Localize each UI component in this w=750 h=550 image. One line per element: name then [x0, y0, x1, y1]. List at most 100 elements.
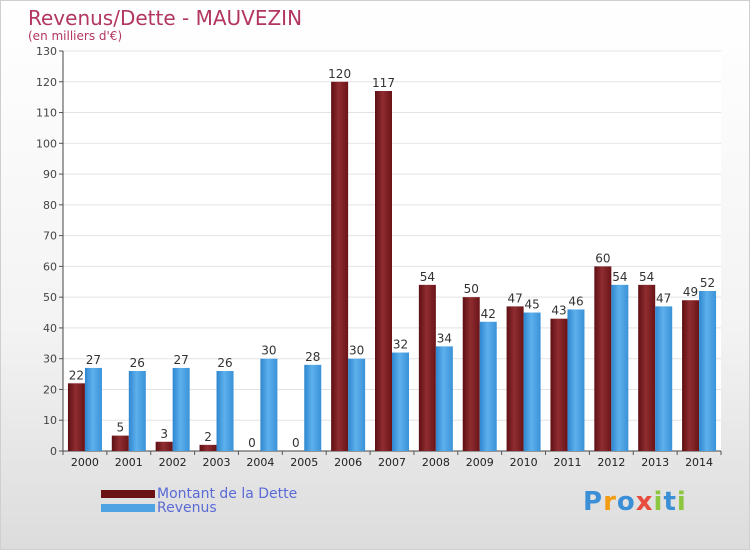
data-label-dette: 120	[328, 67, 351, 81]
y-tick-label: 20	[43, 383, 57, 396]
y-tick-label: 110	[36, 107, 57, 120]
x-tick-label: 2009	[466, 456, 494, 469]
legend-item-dette: Montant de la Dette	[101, 487, 297, 501]
bar-dette	[418, 284, 436, 451]
bar-dette	[67, 383, 85, 451]
data-label-revenus: 27	[86, 353, 101, 367]
x-tick-label: 2002	[159, 456, 187, 469]
data-label-dette: 43	[551, 304, 566, 318]
bar-revenus	[523, 312, 541, 451]
logo-letter: o	[616, 487, 636, 517]
legend-swatch-revenus	[101, 504, 155, 512]
data-label-revenus: 26	[130, 356, 145, 370]
bar-dette	[638, 284, 656, 451]
bar-dette	[462, 297, 480, 451]
bar-revenus	[611, 284, 629, 451]
legend: Montant de la Dette Revenus	[101, 487, 297, 515]
legend-label-revenus: Revenus	[157, 500, 217, 516]
y-tick-label: 30	[43, 353, 57, 366]
bar-dette	[550, 318, 568, 451]
bar-revenus	[435, 346, 453, 451]
data-label-dette: 54	[420, 270, 435, 284]
data-label-dette: 60	[595, 251, 610, 265]
data-label-revenus: 46	[568, 294, 583, 308]
y-tick-label: 40	[43, 322, 57, 335]
bar-revenus	[84, 367, 102, 451]
x-tick-label: 2004	[246, 456, 274, 469]
x-tick-label: 2003	[203, 456, 231, 469]
logo-letter: t	[663, 487, 677, 517]
bar-dette	[155, 441, 173, 451]
logo-letter: i	[676, 487, 687, 517]
data-label-dette: 3	[160, 427, 168, 441]
x-tick-label: 2011	[553, 456, 581, 469]
x-tick-label: 2010	[510, 456, 538, 469]
x-tick-label: 2000	[71, 456, 99, 469]
x-tick-label: 2005	[290, 456, 318, 469]
proxiti-logo: Proxiti	[583, 487, 687, 517]
bar-chart: 0102030405060708090100110120130200022272…	[36, 45, 722, 469]
data-label-dette: 2	[204, 430, 212, 444]
logo-letter: x	[635, 487, 654, 517]
x-tick-label: 2001	[115, 456, 143, 469]
logo-letter: r	[603, 487, 617, 517]
bar-dette	[506, 306, 524, 451]
bar-revenus	[216, 371, 234, 451]
y-tick-label: 70	[43, 230, 57, 243]
bar-revenus	[392, 352, 409, 451]
data-label-revenus: 47	[656, 291, 671, 305]
x-tick-label: 2007	[378, 456, 406, 469]
data-label-dette: 0	[292, 436, 300, 450]
y-tick-label: 120	[36, 76, 57, 89]
bar-revenus	[128, 371, 146, 451]
y-tick-label: 100	[36, 137, 57, 150]
x-tick-label: 2012	[597, 456, 625, 469]
legend-swatch-dette	[101, 490, 155, 498]
logo-letter: P	[583, 487, 604, 517]
bar-revenus	[567, 309, 585, 451]
bar-dette	[375, 91, 392, 451]
y-tick-label: 60	[43, 260, 57, 273]
bar-revenus	[172, 367, 190, 451]
logo-letter: i	[653, 487, 664, 517]
bar-dette	[682, 300, 700, 451]
data-label-revenus: 27	[174, 353, 189, 367]
data-label-dette: 47	[507, 291, 522, 305]
data-label-dette: 22	[69, 368, 84, 382]
bar-revenus	[655, 306, 673, 451]
bar-dette	[594, 266, 612, 451]
x-tick-label: 2006	[334, 456, 362, 469]
data-label-dette: 54	[639, 270, 654, 284]
data-label-revenus: 32	[393, 338, 408, 352]
data-label-revenus: 54	[612, 270, 627, 284]
bar-revenus	[304, 364, 322, 451]
bar-revenus	[699, 291, 717, 451]
bar-revenus	[479, 321, 497, 451]
data-label-revenus: 30	[261, 344, 276, 358]
data-label-revenus: 42	[481, 307, 496, 321]
x-tick-label: 2008	[422, 456, 450, 469]
bar-revenus	[260, 358, 278, 451]
data-label-revenus: 26	[217, 356, 232, 370]
y-tick-label: 10	[43, 414, 57, 427]
bar-dette	[331, 81, 349, 452]
x-tick-label: 2014	[685, 456, 713, 469]
y-tick-label: 90	[43, 168, 57, 181]
data-label-revenus: 34	[437, 331, 452, 345]
chart-subtitle: (en milliers d'€)	[28, 29, 123, 43]
bar-dette	[199, 444, 217, 451]
data-label-dette: 5	[116, 421, 124, 435]
bar-revenus	[348, 358, 366, 451]
data-label-dette: 50	[464, 282, 479, 296]
data-label-revenus: 30	[349, 344, 364, 358]
data-label-revenus: 52	[700, 276, 715, 290]
x-tick-label: 2013	[641, 456, 669, 469]
data-label-revenus: 28	[305, 350, 320, 364]
bar-dette	[111, 435, 129, 451]
data-label-revenus: 45	[524, 298, 539, 312]
data-label-dette: 0	[248, 436, 256, 450]
data-label-dette: 117	[372, 76, 395, 90]
legend-item-revenus: Revenus	[101, 501, 297, 515]
y-tick-label: 0	[50, 445, 57, 458]
